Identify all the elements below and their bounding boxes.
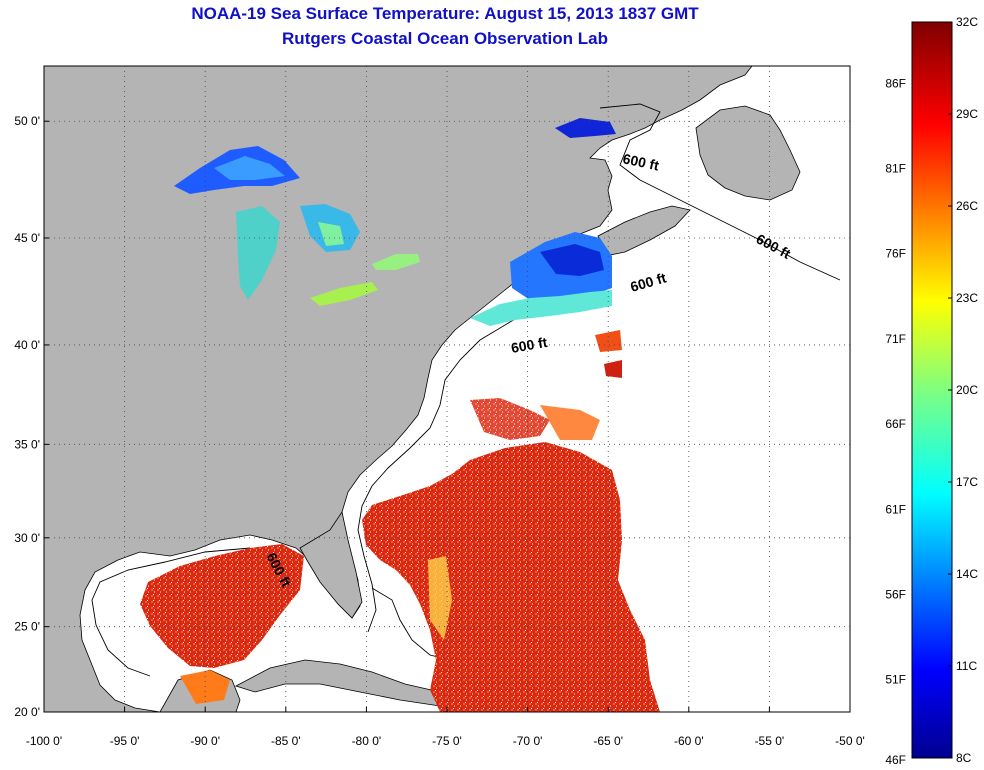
x-tick-label: -55 0' [755, 734, 785, 748]
colorbar-celsius-label: 26C [956, 199, 978, 213]
y-tick-label: 30 0' [14, 531, 40, 545]
x-tick-label: -65 0' [593, 734, 623, 748]
land-newfoundland [695, 105, 801, 201]
map-subtitle: Rutgers Coastal Ocean Observation Lab [282, 29, 608, 48]
colorbar-fahrenheit-label: 81F [885, 162, 906, 176]
graticule [43, 66, 851, 713]
colorbar-celsius-label: 29C [956, 107, 978, 121]
sst-atlantic [362, 330, 660, 712]
x-tick-label: -50 0' [835, 734, 865, 748]
y-tick-label: 45 0' [14, 231, 40, 245]
sst-northeast-waters [470, 118, 616, 326]
y-tick-label: 40 0' [14, 338, 40, 352]
land-florida [299, 510, 363, 619]
colorbar-fahrenheit-label: 71F [885, 332, 906, 346]
x-tick-label: -75 0' [432, 734, 462, 748]
x-tick-label: -80 0' [352, 734, 382, 748]
x-tick-label: -70 0' [513, 734, 543, 748]
latitude-labels: 50 0' 45 0' 40 0' 35 0' 30 0' 25 0' 20 0' [14, 114, 40, 719]
y-tick-label: 25 0' [14, 620, 40, 634]
colorbar-celsius-label: 17C [956, 475, 978, 489]
sst-gulf-of-mexico [140, 544, 304, 704]
land-north-america [44, 66, 753, 712]
colorbar [911, 21, 953, 759]
colorbar-celsius-label: 20C [956, 383, 978, 397]
colorbar-celsius-label: 11C [956, 659, 977, 673]
colorbar-fahrenheit-label: 46F [885, 753, 906, 767]
x-tick-label: -90 0' [190, 734, 220, 748]
colorbar-celsius-label: 8C [956, 751, 972, 765]
x-tick-label: -100 0' [26, 734, 62, 748]
x-tick-label: -60 0' [674, 734, 704, 748]
colorbar-fahrenheit-label: 61F [885, 502, 906, 516]
colorbar-fahrenheit-label: 86F [885, 76, 906, 90]
colorbar-fahrenheit-label: 51F [885, 673, 906, 687]
y-tick-label: 50 0' [14, 114, 40, 128]
colorbar-celsius-label: 23C [956, 291, 978, 305]
colorbar-celsius-label: 32C [956, 15, 978, 29]
map-title: NOAA-19 Sea Surface Temperature: August … [191, 4, 699, 23]
longitude-labels: -100 0' -95 0' -90 0' -85 0' -80 0' -75 0' -70… [26, 734, 865, 748]
depth-label-4: 600 ft [510, 334, 549, 356]
colorbar-celsius-label: 14C [956, 567, 978, 581]
x-tick-label: -85 0' [271, 734, 301, 748]
colorbar-fahrenheit-label: 66F [885, 417, 906, 431]
colorbar-fahrenheit-label: 56F [885, 587, 906, 601]
colorbar-fahrenheit-label: 76F [885, 247, 906, 261]
colorbar-fahrenheit-labels: 86F 81F 76F 71F 66F 61F 56F 51F 46F [885, 76, 906, 767]
y-tick-label: 20 0' [14, 705, 40, 719]
land-nova-scotia [597, 205, 691, 257]
x-tick-label: -95 0' [110, 734, 140, 748]
colorbar-celsius-labels: 32C 29C 26C 23C 20C 17C 14C 11C 8C [948, 15, 978, 765]
depth-label-1: 600 ft [621, 150, 660, 173]
y-tick-label: 35 0' [14, 437, 40, 451]
